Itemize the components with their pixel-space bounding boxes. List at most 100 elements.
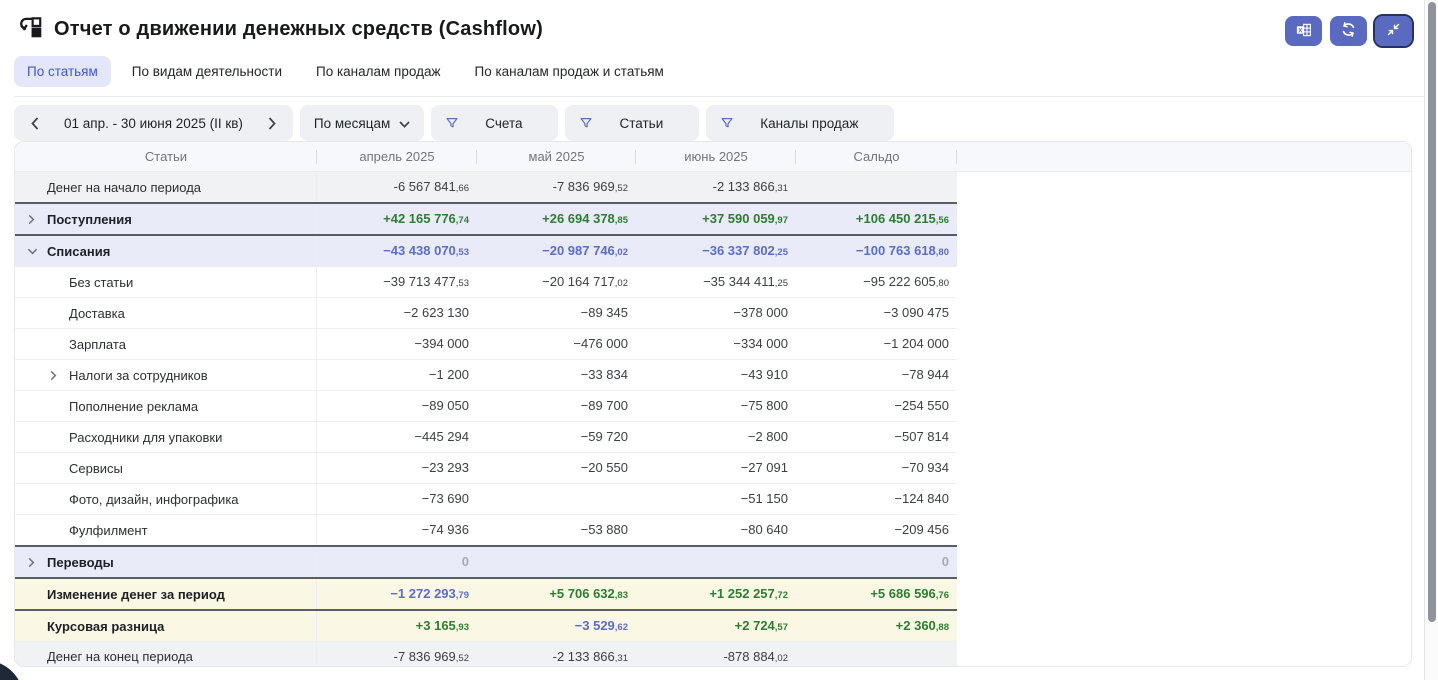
filter-button-1[interactable]: Статьи: [565, 105, 699, 141]
row-label-cell: Доставка: [15, 298, 317, 328]
filter-button-2[interactable]: Каналы продаж: [706, 105, 894, 141]
row-label: Зарплата: [69, 337, 126, 352]
collapse-icon: [1385, 21, 1402, 41]
table-row[interactable]: Налоги за сотрудников−1 200−33 834−43 91…: [15, 359, 957, 390]
value-cell: −209 456: [796, 515, 957, 545]
period-next-button[interactable]: [257, 108, 287, 138]
row-label-cell: Без статьи: [15, 267, 317, 297]
value-cell: −507 814: [796, 422, 957, 452]
row-label-cell: Курсовая разница: [15, 611, 317, 641]
column-header-2: май 2025: [477, 142, 636, 171]
funnel-icon: [579, 116, 593, 130]
filter-bar: 01 апр. - 30 июня 2025 (II кв) По месяца…: [14, 105, 1438, 141]
row-label: Фото, дизайн, инфографика: [69, 492, 239, 507]
row-label: Переводы: [47, 555, 114, 570]
period-prev-button[interactable]: [20, 108, 50, 138]
tab-2[interactable]: По каналам продаж: [303, 56, 454, 87]
export-excel-button[interactable]: X: [1285, 16, 1322, 46]
table-header-row: Статьиапрель 2025май 2025июнь 2025Сальдо: [15, 142, 1411, 172]
chevron-right-icon[interactable]: [49, 370, 69, 381]
value-cell: −70 934: [796, 453, 957, 483]
group-by-label: По месяцам: [314, 116, 390, 131]
table-row: Без статьи−39 713 477,53−20 164 717,02−3…: [15, 266, 957, 297]
value-cell: +5 706 632,83: [477, 579, 636, 609]
value-cell: −3 090 475: [796, 298, 957, 328]
row-label-cell: Фулфилмент: [15, 515, 317, 545]
value-cell: −2 800: [636, 422, 796, 452]
value-cell: −476 000: [477, 329, 636, 359]
value-cell: 0: [317, 547, 477, 577]
value-cell: +26 694 378,85: [477, 204, 636, 234]
value-cell: −23 293: [317, 453, 477, 483]
filter-buttons: СчетаСтатьиКаналы продаж: [431, 105, 894, 141]
svg-text:X: X: [1298, 27, 1303, 34]
table-row[interactable]: Переводы00: [15, 545, 957, 577]
row-label-cell: Налоги за сотрудников: [15, 360, 317, 390]
value-cell: -7 836 969,52: [317, 642, 477, 667]
value-cell: −35 344 411,25: [636, 267, 796, 297]
row-label: Фулфилмент: [69, 523, 148, 538]
row-label: Без статьи: [69, 275, 133, 290]
value-cell: −394 000: [317, 329, 477, 359]
table-body: Денег на начало периода -6 567 841,66 -7 8…: [15, 172, 1411, 667]
value-cell: −20 987 746,02: [477, 236, 636, 266]
value-cell: −3 529,62: [477, 611, 636, 641]
value-cell: −74 936: [317, 515, 477, 545]
value-cell: −39 713 477,53: [317, 267, 477, 297]
funnel-icon: [445, 116, 459, 130]
value-cell: +2 360,88: [796, 611, 957, 641]
row-label-cell: Пополнение реклама: [15, 391, 317, 421]
table-row[interactable]: Поступления+42 165 776,74+26 694 378,85+…: [15, 202, 957, 234]
table-row: Фото, дизайн, инфографика−73 690−51 150−…: [15, 483, 957, 514]
period-picker: 01 апр. - 30 июня 2025 (II кв): [14, 105, 293, 141]
collapse-button[interactable]: [1375, 16, 1412, 46]
table-row: Изменение денег за период −1 272 293,79+5…: [15, 577, 957, 609]
table-row[interactable]: Списания −43 438 070,53−20 987 746,02−36 …: [15, 234, 957, 266]
group-by-dropdown[interactable]: По месяцам: [300, 105, 424, 141]
value-cell: +3 165,93: [317, 611, 477, 641]
value-cell: -6 567 841,66: [317, 172, 477, 202]
value-cell: −100 763 618,80: [796, 236, 957, 266]
value-cell: -2 133 866,31: [477, 642, 636, 667]
value-cell: −1 204 000: [796, 329, 957, 359]
filter-button-0[interactable]: Счета: [431, 105, 558, 141]
row-label-cell: Денег на начало периода: [15, 172, 317, 202]
value-cell: [477, 484, 636, 514]
report-table-card: Статьиапрель 2025май 2025июнь 2025Сальдо…: [14, 141, 1412, 667]
page-scrollbar[interactable]: [1424, 0, 1438, 680]
value-cell: −124 840: [796, 484, 957, 514]
page-title: Отчет о движении денежных средств (Cashf…: [54, 18, 543, 41]
value-cell: −43 438 070,53: [317, 236, 477, 266]
value-cell: −1 272 293,79: [317, 579, 477, 609]
refresh-button[interactable]: [1330, 16, 1367, 46]
column-header-4: Сальдо: [796, 142, 957, 171]
chevron-right-icon[interactable]: [27, 557, 47, 568]
chevron-right-icon[interactable]: [27, 214, 47, 225]
tab-0[interactable]: По статьям: [14, 56, 111, 87]
row-label: Списания: [47, 244, 110, 259]
value-cell: −51 150: [636, 484, 796, 514]
value-cell: −20 550: [477, 453, 636, 483]
header-actions: X: [1285, 16, 1412, 46]
row-label: Поступления: [47, 212, 132, 227]
column-header-1: апрель 2025: [317, 142, 477, 171]
period-label[interactable]: 01 апр. - 30 июня 2025 (II кв): [50, 116, 257, 131]
value-cell: −1 200: [317, 360, 477, 390]
row-label-cell: Переводы: [15, 547, 317, 577]
value-cell: −27 091: [636, 453, 796, 483]
value-cell: +2 724,57: [636, 611, 796, 641]
value-cell: −36 337 802,25: [636, 236, 796, 266]
chevron-down-icon[interactable]: [27, 247, 47, 256]
value-cell: −378 000: [636, 298, 796, 328]
funnel-icon: [720, 116, 734, 130]
row-label: Изменение денег за период: [47, 587, 225, 602]
value-cell: −89 345: [477, 298, 636, 328]
value-cell: −334 000: [636, 329, 796, 359]
value-cell: [796, 172, 957, 202]
cashflow-report-page: Отчет о движении денежных средств (Cashf…: [0, 0, 1438, 680]
tab-3[interactable]: По каналам продаж и статьям: [462, 56, 677, 87]
tab-1[interactable]: По видам деятельности: [119, 56, 295, 87]
table-row: Денег на начало периода-6 567 841,66-7 8…: [15, 172, 957, 202]
row-label: Денег на начало периода: [47, 180, 201, 195]
scrollbar-thumb[interactable]: [1428, 2, 1436, 622]
